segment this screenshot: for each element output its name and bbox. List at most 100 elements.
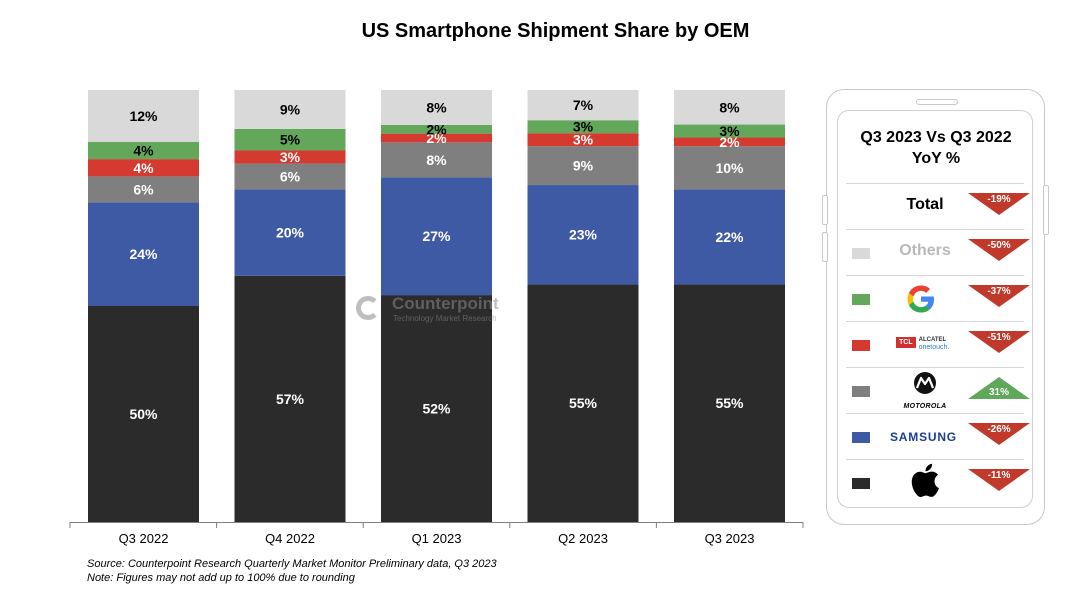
yoy-title-line-1: Q3 2023 Vs Q3 2022 — [860, 129, 1012, 146]
data-label-tcl-alcatel: 2% — [719, 134, 740, 150]
yoy-row: Total -19% — [838, 184, 1034, 230]
data-label-tcl-alcatel: 3% — [280, 149, 301, 165]
bar-segment-google — [527, 120, 639, 134]
data-label-tcl-alcatel: 3% — [573, 132, 594, 148]
bar-segment-tcl-alcatel — [234, 150, 346, 164]
bar-segment-apple — [674, 284, 785, 522]
data-label-others: 8% — [719, 99, 740, 115]
tcl-text: TCL — [896, 337, 916, 348]
data-label-motorola: 8% — [426, 152, 447, 168]
yoy-row: Others -50% — [838, 230, 1034, 276]
bar-segment-tcl-alcatel — [381, 133, 492, 143]
bar-segment-samsung — [381, 177, 492, 296]
motorola-text: MOTOROLA — [903, 403, 947, 410]
bar-segment-motorola — [674, 146, 785, 190]
yoy-change-value: -37% — [987, 286, 1010, 297]
source-note: Source: Counterpoint Research Quarterly … — [87, 558, 497, 570]
row-label: Others — [899, 242, 951, 259]
counterpoint-logo-icon — [356, 296, 380, 320]
x-tick-label: Q3 2022 — [119, 531, 169, 546]
bar-segment-tcl-alcatel — [674, 137, 785, 147]
data-label-samsung: 20% — [276, 225, 305, 241]
bar-segment-samsung — [88, 202, 199, 306]
data-label-apple: 52% — [422, 401, 451, 417]
bar-segment-apple — [527, 284, 639, 522]
data-label-motorola: 10% — [715, 160, 744, 176]
rounding-note: Note: Figures may not add up to 100% due… — [87, 572, 355, 584]
data-label-samsung: 23% — [569, 227, 598, 243]
yoy-change-value: -50% — [987, 240, 1010, 251]
data-label-google: 4% — [133, 142, 154, 158]
data-label-others: 9% — [280, 101, 301, 117]
data-label-samsung: 22% — [715, 229, 744, 245]
chart-title: US Smartphone Shipment Share by OEM — [361, 20, 750, 42]
data-label-motorola: 6% — [133, 181, 154, 197]
yoy-title-line-2: YoY % — [911, 150, 961, 167]
tcl-alcatel-logo: TCL ALCATEL onetouch. — [896, 337, 949, 355]
increase-triangle-icon: 31% — [968, 377, 1030, 399]
data-label-samsung: 24% — [129, 246, 158, 262]
data-label-others: 12% — [129, 108, 158, 124]
decrease-triangle-icon: -50% — [968, 239, 1030, 261]
bar-segment-apple — [381, 295, 492, 522]
bar-segment-google — [88, 141, 199, 160]
x-tick-label: Q3 2023 — [705, 531, 755, 546]
bar-segment-others — [381, 90, 492, 125]
bar-segment-apple — [234, 275, 346, 522]
row-divider — [846, 367, 1024, 368]
yoy-change-value: -26% — [987, 424, 1010, 435]
legend-swatch — [852, 478, 870, 489]
row-divider — [846, 183, 1024, 184]
row-divider — [846, 275, 1024, 276]
legend-swatch — [852, 294, 870, 305]
bar-segment-motorola — [381, 142, 492, 178]
bar-segment-others — [234, 90, 346, 129]
apple-logo — [910, 462, 940, 503]
bar-segment-samsung — [674, 189, 785, 285]
yoy-table: Q3 2023 Vs Q3 2022 YoY % Total -19% Others… — [837, 110, 1033, 508]
watermark-brand: Counterpoint — [392, 294, 499, 313]
row-divider — [846, 321, 1024, 322]
data-label-apple: 55% — [715, 395, 744, 411]
phone-power-button — [1043, 185, 1049, 235]
yoy-panel-title: Q3 2023 Vs Q3 2022 YoY % — [838, 127, 1034, 169]
bar-segment-samsung — [234, 189, 346, 276]
bar-segment-motorola — [527, 146, 639, 186]
bar-segment-tcl-alcatel — [88, 159, 199, 177]
yoy-row: MOTOROLA 31% — [838, 368, 1034, 414]
decrease-triangle-icon: -51% — [968, 331, 1030, 353]
row-divider — [846, 413, 1024, 414]
decrease-triangle-icon: -19% — [968, 193, 1030, 215]
samsung-text: SAMSUNG — [890, 430, 957, 444]
x-tick-label: Q2 2023 — [558, 531, 608, 546]
yoy-change-value: -19% — [987, 194, 1010, 205]
bar-segment-google — [674, 124, 785, 138]
data-label-samsung: 27% — [422, 228, 451, 244]
yoy-phone-panel: Q3 2023 Vs Q3 2022 YoY % Total -19% Others… — [822, 89, 1049, 525]
row-divider — [846, 459, 1024, 460]
data-label-motorola: 6% — [280, 168, 301, 184]
phone-side-button — [822, 195, 828, 225]
data-label-others: 7% — [573, 97, 594, 113]
alcatel-text: ALCATEL — [918, 337, 947, 343]
watermark-subtitle: Technology Market Research — [393, 314, 497, 323]
data-label-google: 3% — [719, 123, 740, 139]
yoy-row: -37% — [838, 276, 1034, 322]
data-label-google: 5% — [280, 132, 301, 148]
counterpoint-watermark: Counterpoint Technology Market Research — [356, 294, 531, 330]
decrease-triangle-icon: -11% — [968, 469, 1030, 491]
data-label-google: 2% — [426, 121, 447, 137]
phone-side-button — [822, 232, 828, 262]
bar-segment-samsung — [527, 185, 639, 285]
decrease-triangle-icon: -26% — [968, 423, 1030, 445]
bar-segment-motorola — [234, 163, 346, 190]
data-label-others: 8% — [426, 99, 447, 115]
legend-swatch — [852, 386, 870, 397]
data-label-motorola: 9% — [573, 158, 594, 174]
row-divider — [846, 229, 1024, 230]
bar-segment-google — [381, 124, 492, 134]
bar-segment-others — [88, 90, 199, 142]
yoy-row: -11% — [838, 460, 1034, 506]
samsung-logo: SAMSUNG — [890, 428, 957, 446]
yoy-row: SAMSUNG -26% — [838, 414, 1034, 460]
